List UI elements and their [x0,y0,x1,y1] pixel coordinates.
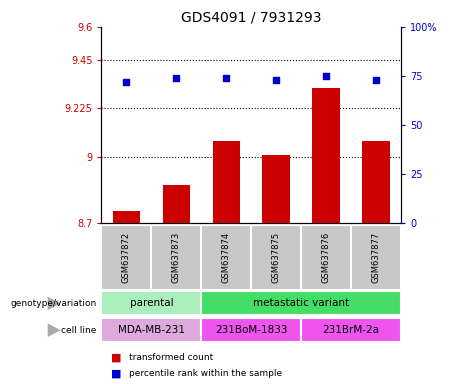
Text: metastatic variant: metastatic variant [253,298,349,308]
Point [123,79,130,85]
Bar [201,291,401,316]
Bar [101,291,201,316]
Bar [163,185,190,223]
Text: GSM637876: GSM637876 [322,232,331,283]
Point [322,73,330,79]
Point [172,75,180,81]
Text: parental: parental [130,298,173,308]
Text: cell line: cell line [61,326,97,335]
Text: ■: ■ [111,368,121,378]
Text: transformed count: transformed count [129,353,213,362]
Bar [101,318,201,343]
Bar [201,318,301,343]
Bar [112,211,140,223]
Bar [313,88,340,223]
Text: genotype/variation: genotype/variation [11,299,97,308]
Bar [262,155,290,223]
Text: 231BrM-2a: 231BrM-2a [323,325,379,335]
Text: GSM637874: GSM637874 [222,232,231,283]
Point [223,75,230,81]
Bar [301,318,401,343]
Point [372,77,380,83]
Title: GDS4091 / 7931293: GDS4091 / 7931293 [181,10,321,24]
Text: 231BoM-1833: 231BoM-1833 [215,325,288,335]
Text: GSM637875: GSM637875 [272,232,281,283]
Bar [362,141,390,223]
Point [272,77,280,83]
Polygon shape [48,296,61,310]
Text: GSM637872: GSM637872 [122,232,131,283]
Text: GSM637877: GSM637877 [372,232,381,283]
Text: ■: ■ [111,353,121,363]
Text: GSM637873: GSM637873 [172,232,181,283]
Text: percentile rank within the sample: percentile rank within the sample [129,369,282,378]
Bar [213,141,240,223]
Polygon shape [48,323,61,337]
Text: MDA-MB-231: MDA-MB-231 [118,325,185,335]
